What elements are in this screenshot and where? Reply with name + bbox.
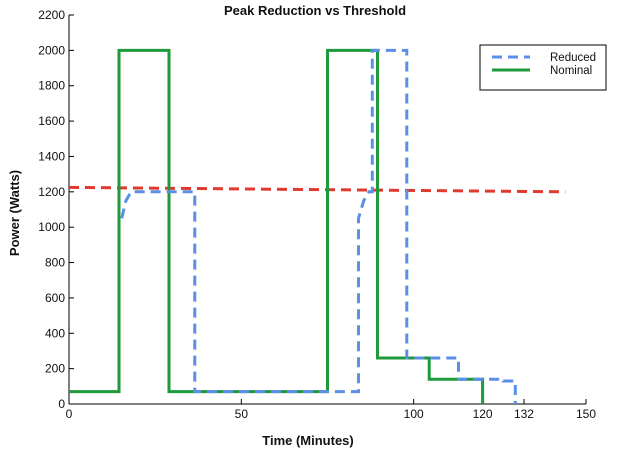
y-tick-label: 2000 [38, 43, 65, 57]
x-tick-label: 150 [576, 407, 596, 421]
legend-label-reduced: Reduced [550, 52, 596, 64]
y-tick-label: 1600 [38, 114, 65, 128]
y-axis-label: Power (Watts) [7, 170, 22, 256]
x-tick-label: 0 [66, 407, 73, 421]
threshold-line [68, 185, 566, 194]
legend-box [479, 44, 607, 91]
y-tick-label: 1200 [38, 185, 65, 199]
series-nominal-line [69, 48, 485, 404]
chart-title: Peak Reduction vs Threshold [224, 3, 406, 18]
y-tick-label: 800 [45, 256, 65, 270]
x-tick-label: 100 [404, 407, 424, 421]
y-tick-label: 600 [45, 291, 65, 305]
y-tick-label: 1000 [38, 220, 65, 234]
x-axis-label: Time (Minutes) [262, 433, 354, 448]
series-reduced-line [120, 48, 517, 404]
y-tick-label: 2200 [38, 8, 65, 22]
legend-label-nominal: Nominal [550, 65, 592, 77]
y-tick-label: 1400 [38, 149, 65, 163]
y-tick-label: 400 [45, 326, 65, 340]
y-tick-label: 0 [58, 397, 65, 411]
x-tick-label: 132 [514, 407, 534, 421]
x-tick-label: 120 [473, 407, 493, 421]
y-tick-label: 200 [45, 362, 65, 376]
y-tick-label: 1800 [38, 79, 65, 93]
x-tick-label: 50 [235, 407, 249, 421]
